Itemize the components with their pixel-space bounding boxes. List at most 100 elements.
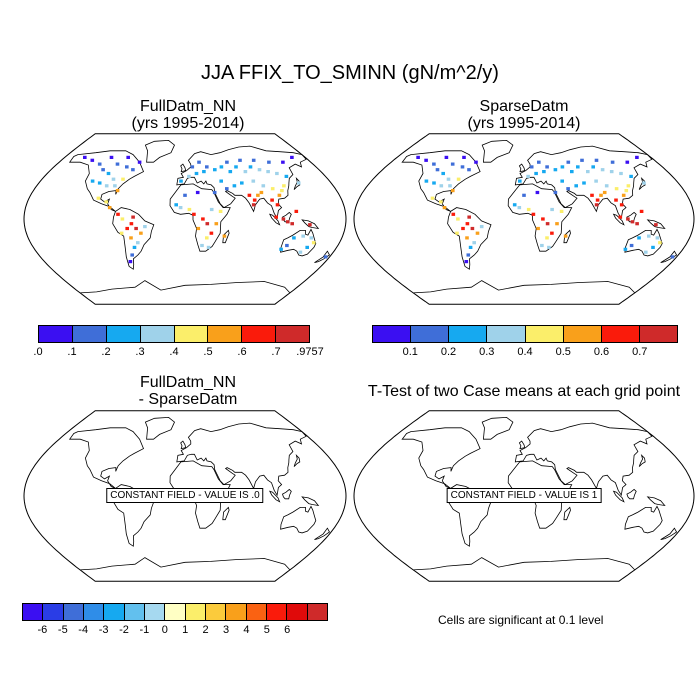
colorbar-full-swatch	[242, 326, 277, 342]
grid-cell	[435, 168, 440, 172]
coastline-sumatra	[268, 213, 281, 226]
grid-cell	[432, 162, 436, 166]
colorbar-full-swatch	[72, 326, 107, 342]
grid-cell	[534, 171, 538, 176]
colorbar-diff-swatch	[124, 604, 145, 620]
grid-cell	[600, 168, 605, 172]
grid-cell	[560, 165, 565, 169]
colorbar-full	[38, 325, 310, 343]
colorbar-sparse-swatch	[449, 326, 488, 342]
grid-cell	[190, 165, 195, 169]
grid-cell	[109, 155, 114, 159]
coastline-north-america	[68, 427, 145, 489]
grid-cell	[540, 243, 544, 248]
grid-cell	[257, 168, 262, 172]
colorbar-diff-tick-label: 6	[284, 624, 291, 636]
grid-cell	[251, 179, 256, 183]
colorbar-diff-swatch	[144, 604, 166, 620]
colorbar-sparse-tick-label: 0.2	[440, 346, 457, 358]
grid-cell	[609, 170, 614, 174]
coastline-uk	[180, 163, 187, 173]
grid-cell	[292, 236, 296, 240]
colorbar-full-swatch	[276, 326, 309, 342]
grid-cell	[518, 179, 522, 183]
grid-cell	[626, 184, 631, 188]
grid-cell	[629, 243, 634, 248]
grid-cell	[475, 231, 480, 235]
grid-cell	[143, 225, 147, 229]
grid-cell	[234, 165, 238, 169]
grid-cell	[559, 209, 564, 213]
significance-note: Cells are significant at 0.1 level	[438, 613, 604, 627]
grid-cell	[222, 234, 227, 238]
coastline-sumatra	[268, 490, 281, 503]
coastline-sumatra	[612, 213, 625, 226]
grid-cell	[461, 226, 465, 231]
grid-cell	[115, 162, 120, 166]
coastline-antarctica-edge	[80, 557, 291, 571]
grid-cell	[195, 190, 200, 195]
colorbar-diff-swatch	[287, 604, 308, 620]
grid-cell	[111, 177, 116, 181]
grid-cell	[279, 247, 283, 251]
coastline-greenland	[144, 139, 175, 163]
grid-cell	[582, 181, 586, 185]
grid-cell	[522, 193, 526, 197]
grid-cell	[251, 158, 256, 162]
grid-cell	[96, 196, 101, 200]
coastline-antarctica-edge	[80, 280, 291, 294]
coastline-greenland	[144, 416, 175, 440]
grid-cell	[131, 215, 135, 219]
colorbar-diff-swatch	[185, 604, 206, 620]
grid-cell	[296, 181, 301, 185]
grid-cell	[270, 187, 275, 191]
colorbar-sparse-tick-label: 0.5	[555, 346, 571, 358]
colorbar-diff-swatch	[246, 604, 267, 620]
coastline-japan	[293, 176, 301, 190]
colorbar-diff-tick-label: -5	[57, 624, 68, 636]
grid-cell	[465, 236, 469, 240]
coastline-new-guinea	[301, 219, 320, 230]
coastline-eurasia	[176, 145, 307, 220]
coastline-borneo	[626, 488, 637, 500]
grid-cell	[274, 215, 278, 219]
colorbar-diff-swatch	[226, 604, 247, 620]
grid-cell	[248, 165, 253, 169]
colorbar-diff-tick-label: -4	[78, 624, 89, 636]
colorbar-diff-swatch	[63, 604, 84, 620]
panel-title-full-years: (yrs 1995-2014)	[131, 115, 245, 132]
grid-cell	[537, 160, 541, 164]
colorbar-full-swatch	[140, 326, 175, 342]
colorbar-sparse-swatch	[525, 326, 564, 342]
coastline-new-zealand	[660, 527, 678, 540]
constant-field-label-ttest: CONSTANT FIELD - VALUE IS 1	[446, 488, 602, 503]
colorbar-diff-swatch	[23, 604, 44, 620]
colorbar-diff-tick-label: 3	[222, 624, 230, 636]
grid-cell	[604, 184, 609, 188]
grid-cell	[439, 184, 444, 188]
grid-cell	[202, 170, 206, 174]
grid-cell	[131, 168, 135, 172]
coastline-eurasia	[514, 422, 653, 497]
grid-cell	[275, 171, 279, 176]
grid-cell	[238, 158, 242, 162]
grid-cell	[243, 170, 248, 174]
colorbar-full-tick-label: .6	[237, 346, 247, 358]
grid-cell	[465, 222, 470, 226]
grid-cell	[474, 160, 478, 164]
colorbar-sparse-tick-label: 0.4	[517, 346, 533, 358]
grid-cell	[101, 168, 105, 172]
grid-cell	[647, 234, 651, 238]
coastline-new-zealand	[660, 250, 678, 263]
grid-cell	[424, 158, 428, 162]
colorbar-sparse-labels: 0.1 0.2 0.3 0.4 0.5 0.6 0.7	[372, 346, 678, 360]
grid-cell	[566, 187, 570, 191]
grid-cell	[196, 226, 201, 231]
grid-cell	[270, 198, 274, 202]
colorbar-diff-swatch	[307, 604, 327, 620]
colorbar-full-tick-label: .7	[271, 346, 281, 358]
colorbar-full-labels: .0 .1 .2 .3 .4 .5 .6 .7 .9757	[33, 346, 323, 360]
grid-cell	[574, 184, 578, 188]
grid-cell	[586, 170, 590, 174]
grid-cell	[550, 231, 554, 235]
